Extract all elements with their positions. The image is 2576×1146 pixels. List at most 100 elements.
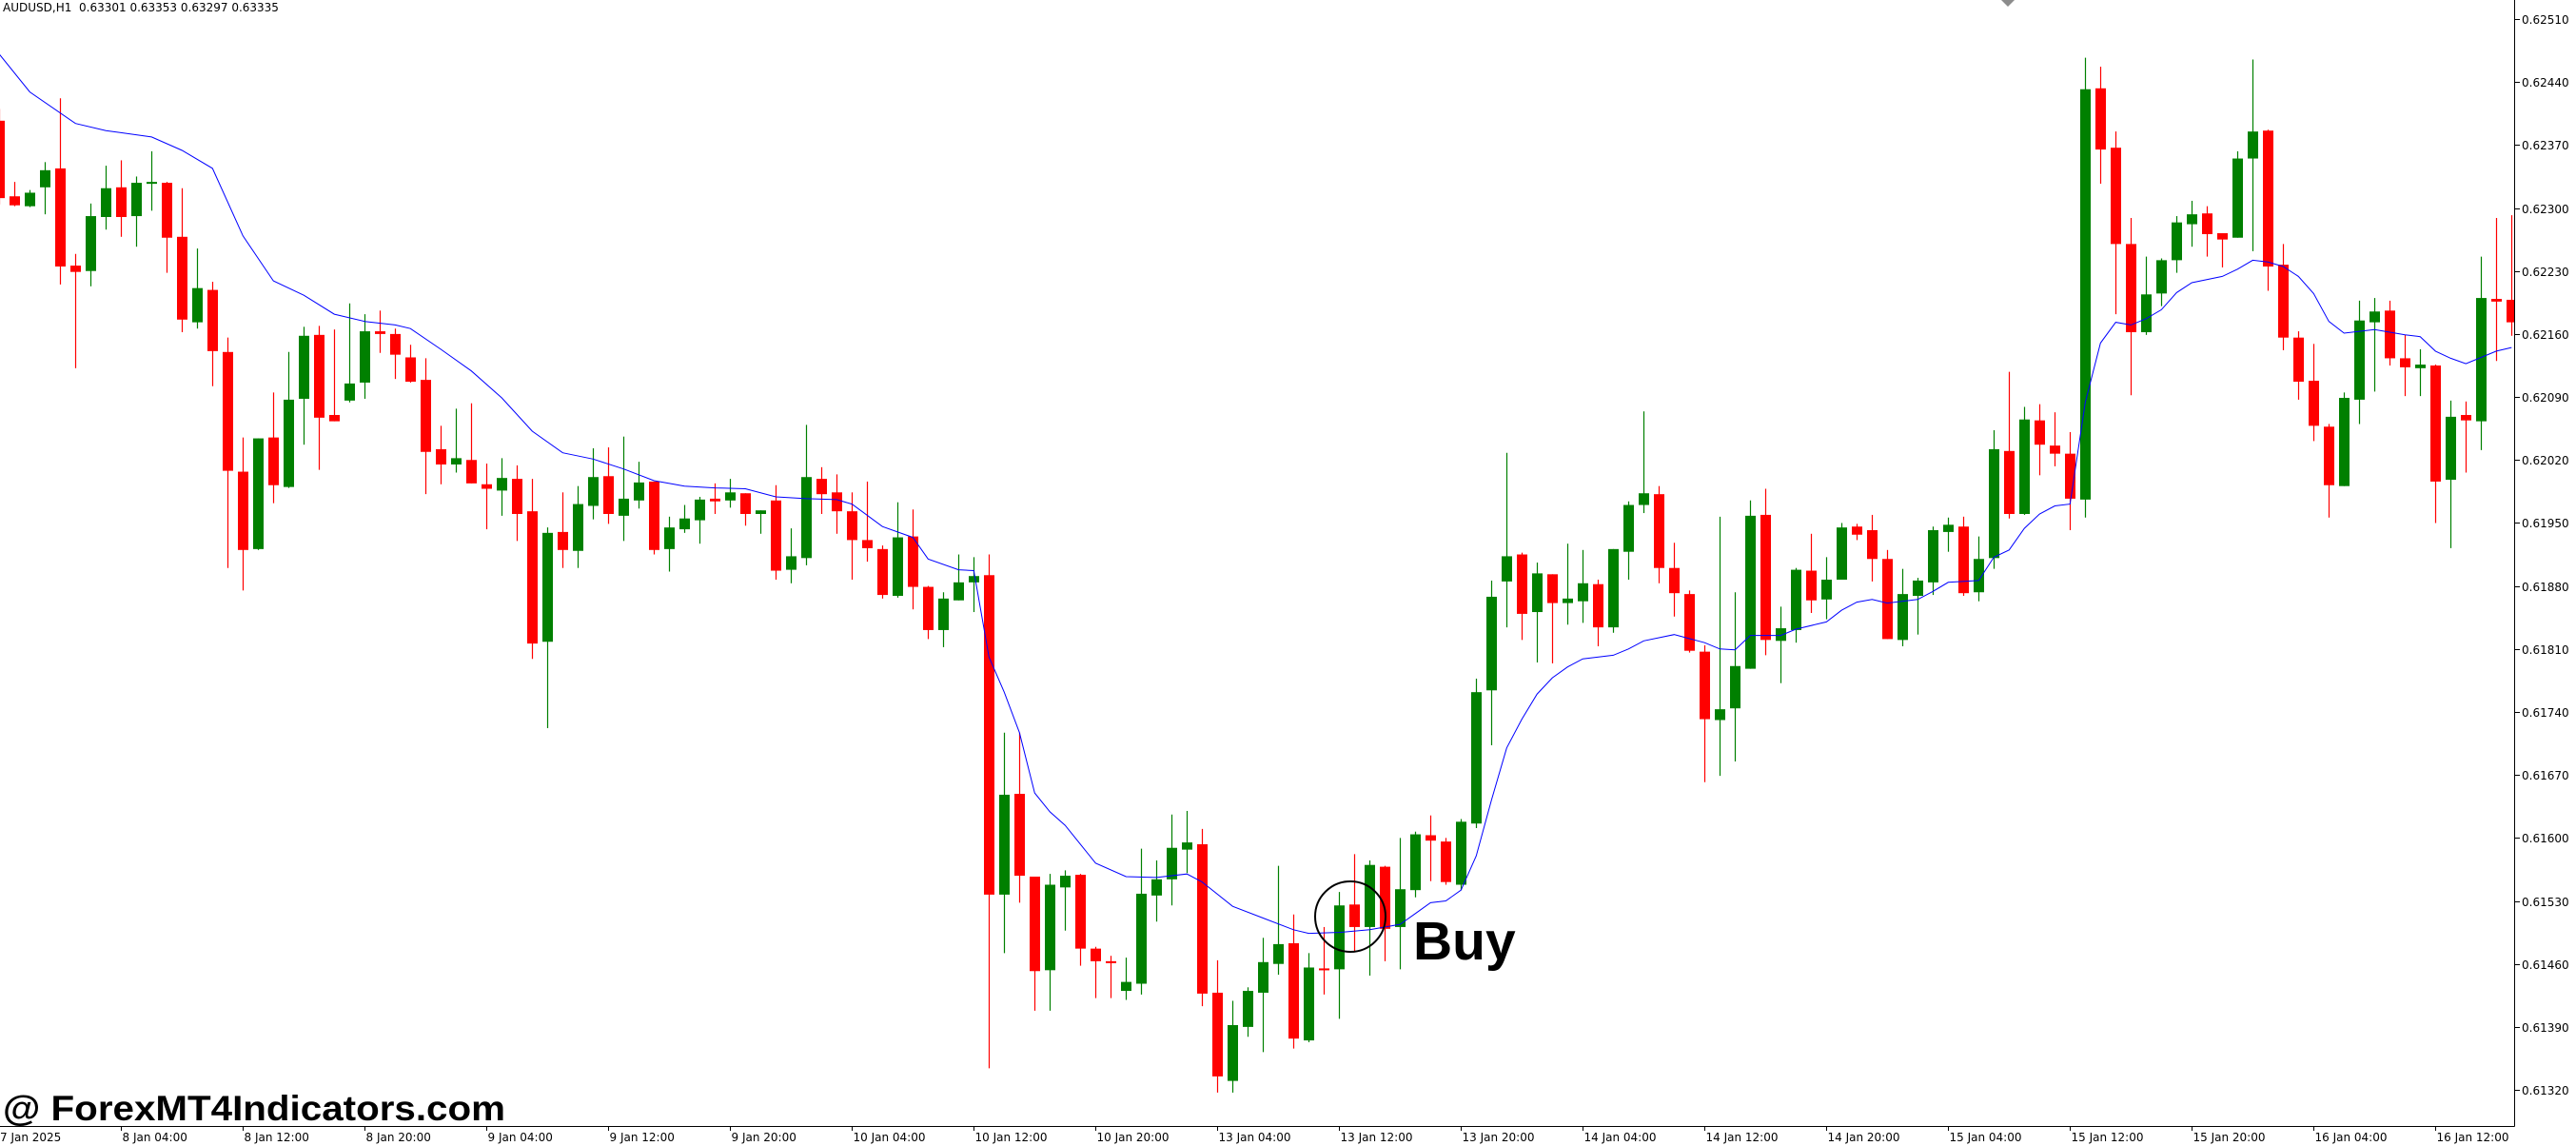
candle-body-bull <box>786 556 796 570</box>
candle-body-bull <box>284 399 294 487</box>
candle <box>1989 430 1999 569</box>
moving-average-line <box>0 53 2512 935</box>
time-axis[interactable]: 7 Jan 2025 8 Jan 04:00 8 Jan 12:00 8 Jan 20… <box>0 1126 2508 1144</box>
candle-body-bull <box>999 794 1010 895</box>
price-tick-label: 0.61600 <box>2522 832 2569 845</box>
candle-body-bull <box>1471 692 1482 824</box>
candle-body-bear <box>162 183 172 238</box>
chart-header: AUDUSD,H1 0.63301 0.63353 0.63297 0.6333… <box>3 1 279 14</box>
candle-body-bear <box>1288 942 1299 1039</box>
candle <box>832 474 842 534</box>
candle-body-bull <box>2156 260 2167 294</box>
time-tick-label: 10 Jan 20:00 <box>1097 1131 1170 1144</box>
candle-body-bear <box>375 331 385 334</box>
candle-body-bear <box>558 531 568 550</box>
candle <box>10 182 20 207</box>
candle-body-bear <box>2400 358 2410 367</box>
time-tick-label: 13 Jan 20:00 <box>1463 1131 1535 1144</box>
candle-body-bear <box>2278 265 2289 338</box>
candle <box>664 516 675 572</box>
candle <box>1517 552 1527 641</box>
candle <box>482 464 492 530</box>
time-tick-label: 10 Jan 12:00 <box>975 1131 1048 1144</box>
candle <box>923 585 934 640</box>
candle-body-bull <box>2415 365 2426 368</box>
candle <box>344 303 355 403</box>
candle <box>1806 533 1817 613</box>
candle <box>1471 678 1482 828</box>
candle-body-bull <box>192 287 203 323</box>
candle <box>877 545 888 599</box>
candle <box>2156 258 2167 306</box>
candle-body-bear <box>1852 526 1862 535</box>
candle-body-bull <box>1258 961 1268 993</box>
candle <box>2232 150 2243 238</box>
candle-body-bull <box>801 477 812 559</box>
candle-body-bull <box>664 527 675 549</box>
candle <box>1791 567 1801 643</box>
price-tick-label: 0.61460 <box>2522 958 2569 972</box>
candle-body-bear <box>908 536 918 587</box>
candle-body-bull <box>1791 569 1801 630</box>
candle <box>2035 404 2045 476</box>
candle <box>1212 959 1223 1093</box>
candle <box>558 492 568 568</box>
time-tick-label: 9 Jan 12:00 <box>610 1131 675 1144</box>
candle <box>207 282 218 386</box>
candle-body-bear <box>2217 233 2228 240</box>
candle <box>451 408 462 473</box>
candle-body-bull <box>131 183 142 217</box>
candle <box>2309 344 2319 442</box>
candle <box>725 479 736 508</box>
candle <box>786 528 796 583</box>
candle-body-bull <box>969 576 979 583</box>
candle <box>771 484 781 581</box>
candle-body-bull <box>1563 598 1573 603</box>
candle <box>421 358 431 495</box>
price-tick-label: 0.61670 <box>2522 769 2569 782</box>
candle-body-bull <box>2248 131 2258 159</box>
price-axis[interactable]: 0.62510 0.62440 0.62370 0.62300 0.62230 0.621… <box>2514 13 2569 1097</box>
candle <box>2019 406 2030 515</box>
candle-body-bear <box>2202 213 2212 234</box>
candle-body-bear <box>2065 453 2075 499</box>
chart-shift-marker-icon[interactable] <box>2001 0 2015 7</box>
candle-body-bear <box>1319 968 1329 971</box>
candle <box>2354 300 2365 425</box>
candle <box>2476 256 2487 450</box>
candle <box>862 481 873 563</box>
candle <box>801 425 812 565</box>
candle-body-bear <box>512 479 522 514</box>
candle-body-bear <box>1380 866 1390 929</box>
candle <box>756 510 766 534</box>
candle-body-bear <box>603 476 614 514</box>
candle <box>1639 411 1649 514</box>
candle-body-bear <box>832 492 842 512</box>
candle-body-bear <box>223 351 233 471</box>
candle-body-bear <box>329 414 340 422</box>
candle-body-bear <box>2324 426 2334 485</box>
time-tick-label: 16 Jan 04:00 <box>2315 1131 2388 1144</box>
candle <box>1563 543 1573 625</box>
candle-body-bear <box>1882 559 1893 640</box>
candle <box>619 436 629 542</box>
candle <box>116 160 127 237</box>
candle <box>223 337 233 568</box>
time-tick-label: 7 Jan 2025 <box>0 1131 61 1144</box>
candle-body-bull <box>756 510 766 514</box>
candle-body-bull <box>1821 580 1832 600</box>
candle-body-bull <box>360 331 370 383</box>
time-tick-label: 13 Jan 04:00 <box>1219 1131 1291 1144</box>
candle-body-bull <box>619 498 629 516</box>
candle-body-bear <box>1441 841 1451 882</box>
candle-body-bull <box>1456 821 1466 885</box>
candle-body-bear <box>314 334 324 418</box>
candle-body-bull <box>1136 893 1147 984</box>
candle-body-bear <box>2385 310 2395 359</box>
candle <box>2385 300 2395 366</box>
time-tick-label: 8 Jan 12:00 <box>245 1131 309 1144</box>
candle <box>816 466 827 514</box>
candle-body-bear <box>1958 526 1969 594</box>
